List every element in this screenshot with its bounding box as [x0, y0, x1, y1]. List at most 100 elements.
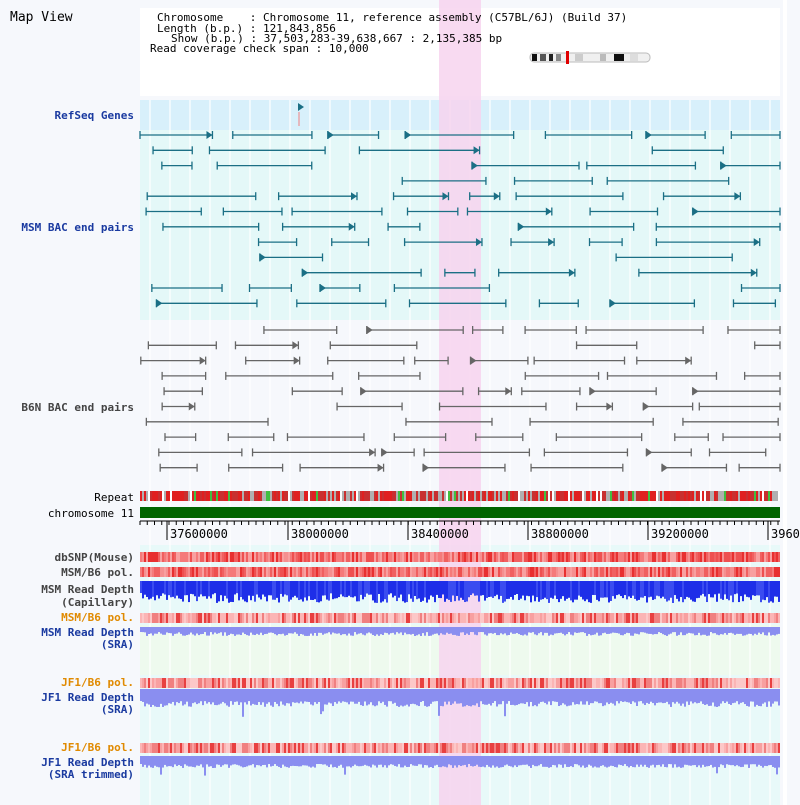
jf1-trimmed-depth: [508, 756, 510, 766]
track-label-jf1-depth-trimmed[interactable]: JF1 Read Depth: [41, 756, 134, 769]
msm-b6-pol-cell-2: [208, 613, 210, 623]
track-label-jf1-depth-sra[interactable]: JF1 Read Depth: [41, 691, 134, 704]
dbsnp-cell: [186, 552, 188, 562]
jf1-sra-depth: [628, 689, 630, 703]
jf1-b6-pol-cell: [358, 678, 360, 688]
msm-sra-depth: [250, 627, 252, 633]
msm-b6-pol-cell: [568, 567, 570, 577]
msm-b6-pol-cell-2: [708, 613, 710, 623]
track-label-refseq[interactable]: RefSeq Genes: [54, 109, 134, 122]
msm-b6-pol-cell: [542, 567, 544, 577]
jf1-b6-pol-cell: [480, 678, 482, 688]
jf1-b6-pol-cell-2: [516, 743, 518, 753]
track-label-jf1-b6-pol-1[interactable]: JF1/B6 pol.: [61, 676, 134, 689]
repeat-block: [630, 491, 632, 501]
jf1-b6-pol-cell-2: [440, 743, 442, 753]
dbsnp-cell: [460, 552, 462, 562]
track-label-msm-b6-pol-2[interactable]: MSM/B6 pol.: [61, 611, 134, 624]
track-label-chromosome[interactable]: chromosome 11: [47, 507, 134, 520]
jf1-trimmed-depth: [632, 756, 634, 768]
track-label-msm-depth-capillary[interactable]: MSM Read Depth: [41, 583, 134, 596]
msm-b6-pol-cell-2: [618, 613, 620, 623]
msm-b6-pol-cell: [630, 567, 632, 577]
track-label-dbsnp[interactable]: dbSNP(Mouse): [54, 551, 134, 564]
jf1-trimmed-depth: [256, 756, 258, 766]
msm-capillary-depth: [240, 581, 242, 598]
jf1-sra-depth: [360, 689, 362, 706]
msm-b6-pol-cell: [754, 567, 756, 577]
dbsnp-cell: [728, 552, 730, 562]
dbsnp-cell: [228, 552, 230, 562]
track-label-b6n-bac[interactable]: B6N BAC end pairs: [21, 401, 134, 414]
msm-b6-pol-cell-2: [622, 613, 624, 623]
msm-capillary-depth: [274, 581, 276, 600]
dbsnp-cell: [736, 552, 738, 562]
dbsnp-cell: [750, 552, 752, 562]
track-label-msm-depth-sra[interactable]: MSM Read Depth: [41, 626, 134, 639]
jf1-b6-pol-cell: [762, 678, 764, 688]
track-label-msm-b6-pol-1[interactable]: MSM/B6 pol.: [61, 566, 134, 579]
jf1-b6-pol-cell-2: [222, 743, 224, 753]
jf1-sra-depth: [202, 689, 204, 706]
jf1-sra-depth: [468, 689, 470, 706]
dbsnp-cell: [540, 552, 542, 562]
repeat-block: [396, 491, 398, 501]
dbsnp-cell: [240, 552, 242, 562]
jf1-b6-pol-cell: [614, 678, 616, 688]
track-label-jf1-b6-pol-2[interactable]: JF1/B6 pol.: [61, 741, 134, 754]
jf1-b6-pol-cell: [504, 678, 506, 688]
dbsnp-cell: [464, 552, 466, 562]
jf1-trimmed-depth: [292, 756, 294, 766]
track-label-repeat[interactable]: Repeat: [94, 491, 134, 504]
msm-b6-pol-cell: [332, 567, 334, 577]
jf1-sra-depth: [592, 689, 594, 704]
jf1-sra-depth: [774, 689, 776, 702]
jf1-b6-pol-cell-2: [244, 743, 246, 753]
track-label-msm-bac[interactable]: MSM BAC end pairs: [21, 221, 134, 234]
repeat-block: [228, 491, 230, 501]
msm-sra-depth: [666, 627, 668, 636]
jf1-trimmed-depth: [734, 756, 736, 767]
jf1-b6-pol-cell: [158, 678, 160, 688]
jf1-b6-pol-cell-2: [550, 743, 552, 753]
jf1-b6-pol-cell: [568, 678, 570, 688]
jf1-trimmed-depth: [626, 756, 628, 767]
jf1-b6-pol-cell-2: [576, 743, 578, 753]
jf1-b6-pol-cell: [220, 678, 222, 688]
msm-b6-pol-cell: [378, 567, 380, 577]
msm-b6-pol-cell-2: [754, 613, 756, 623]
jf1-b6-pol-cell: [322, 678, 324, 688]
msm-capillary-depth: [646, 581, 648, 603]
jf1-sra-depth: [762, 689, 764, 704]
dbsnp-cell: [670, 552, 672, 562]
msm-bac-pair-arrow: [471, 161, 478, 170]
jf1-trimmed-depth: [228, 756, 230, 768]
jf1-trimmed-depth: [400, 756, 402, 768]
msm-sra-depth: [344, 627, 346, 635]
msm-b6-pol-cell: [330, 567, 332, 577]
msm-capillary-depth: [516, 581, 518, 594]
msm-b6-pol-cell: [350, 567, 352, 577]
repeat-block: [724, 491, 726, 501]
dbsnp-cell: [332, 552, 334, 562]
msm-b6-pol-cell-2: [222, 613, 224, 623]
jf1-trimmed-depth: [462, 756, 464, 766]
msm-capillary-depth: [232, 581, 234, 603]
msm-b6-pol-cell: [146, 567, 148, 577]
msm-capillary-depth: [534, 581, 536, 602]
msm-b6-pol-cell: [524, 567, 526, 577]
msm-b6-pol-cell: [322, 567, 324, 577]
repeat-block: [308, 491, 310, 501]
msm-sra-depth: [662, 627, 664, 635]
jf1-sra-depth: [434, 689, 436, 702]
dbsnp-cell: [538, 552, 540, 562]
msm-b6-pol-cell-2: [702, 613, 704, 623]
jf1-b6-pol-cell: [706, 678, 708, 688]
jf1-trimmed-depth: [158, 756, 160, 768]
jf1-sra-depth: [690, 689, 692, 702]
dbsnp-cell: [350, 552, 352, 562]
jf1-sra-depth: [724, 689, 726, 704]
repeat-block: [640, 491, 642, 501]
msm-capillary-depth: [364, 581, 366, 597]
